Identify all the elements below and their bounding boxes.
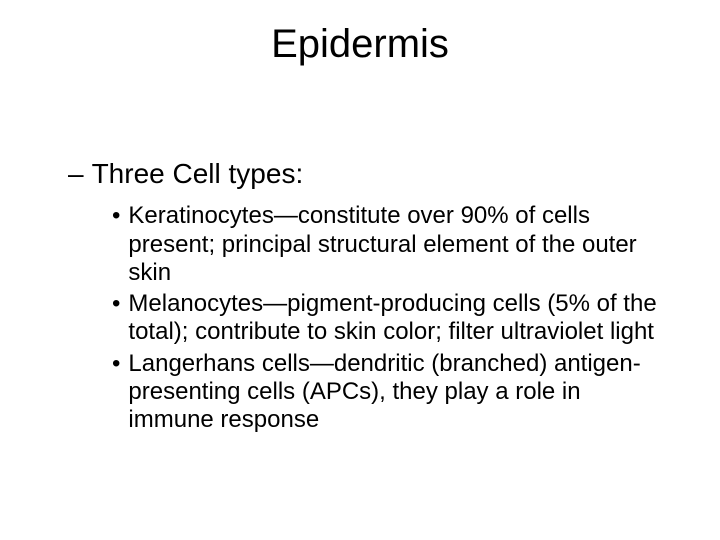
bullet-marker: • — [112, 202, 120, 230]
bullet-marker: • — [112, 290, 120, 318]
bullet-text: Langerhans cells—dendritic (branched) an… — [128, 350, 660, 435]
slide-title: Epidermis — [0, 22, 720, 67]
bullet-list: • Keratinocytes—constitute over 90% of c… — [112, 202, 660, 435]
bullet-text: Keratinocytes—constitute over 90% of cel… — [128, 202, 660, 287]
list-item: • Melanocytes—pigment-producing cells (5… — [112, 290, 660, 347]
list-item: • Langerhans cells—dendritic (branched) … — [112, 350, 660, 435]
subheading-marker: – — [68, 158, 84, 190]
subheading-text: Three Cell types: — [92, 158, 304, 190]
bullet-text: Melanocytes—pigment-producing cells (5% … — [128, 290, 660, 347]
subheading-row: – Three Cell types: — [68, 158, 660, 190]
bullet-marker: • — [112, 350, 120, 378]
list-item: • Keratinocytes—constitute over 90% of c… — [112, 202, 660, 287]
slide-body: – Three Cell types: • Keratinocytes—cons… — [68, 158, 660, 438]
slide: Epidermis – Three Cell types: • Keratino… — [0, 0, 720, 540]
